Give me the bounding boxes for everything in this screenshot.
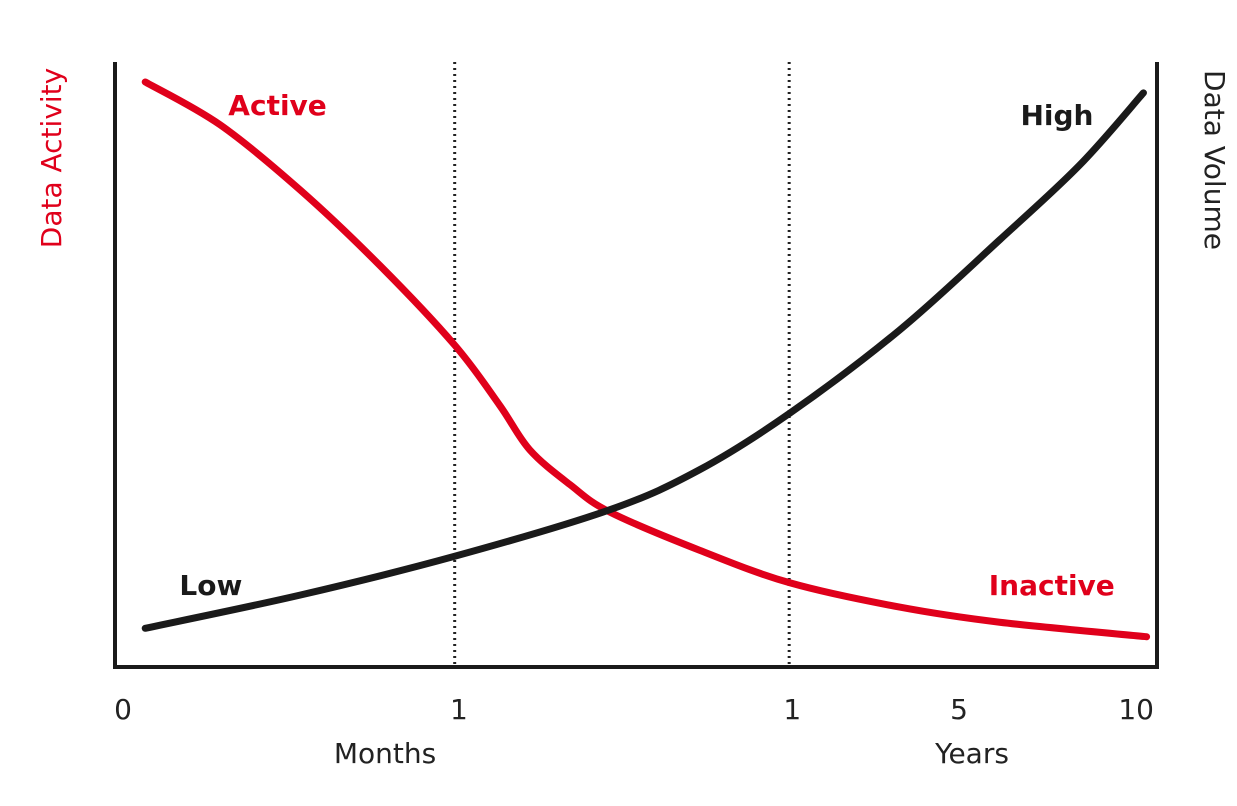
line-series xyxy=(141,89,1147,632)
x-tick-label: 10 xyxy=(1118,693,1154,726)
x-group-label: Months xyxy=(334,737,436,770)
y2-axis-label: Data Volume xyxy=(1198,70,1231,250)
annotation: Inactive xyxy=(989,569,1115,602)
x-tick-label: 5 xyxy=(950,693,968,726)
x-group-label: Years xyxy=(934,737,1009,770)
x-tick-label: 0 xyxy=(114,693,132,726)
annotation: Low xyxy=(179,569,242,602)
x-tick-label: 1 xyxy=(450,693,468,726)
y-axis-label: Data Activity xyxy=(35,68,68,248)
x-tick-label: 1 xyxy=(783,693,801,726)
line-series xyxy=(141,78,1151,641)
annotation: Active xyxy=(228,89,327,122)
axis-frame xyxy=(113,62,1159,669)
annotation: High xyxy=(1020,99,1093,132)
